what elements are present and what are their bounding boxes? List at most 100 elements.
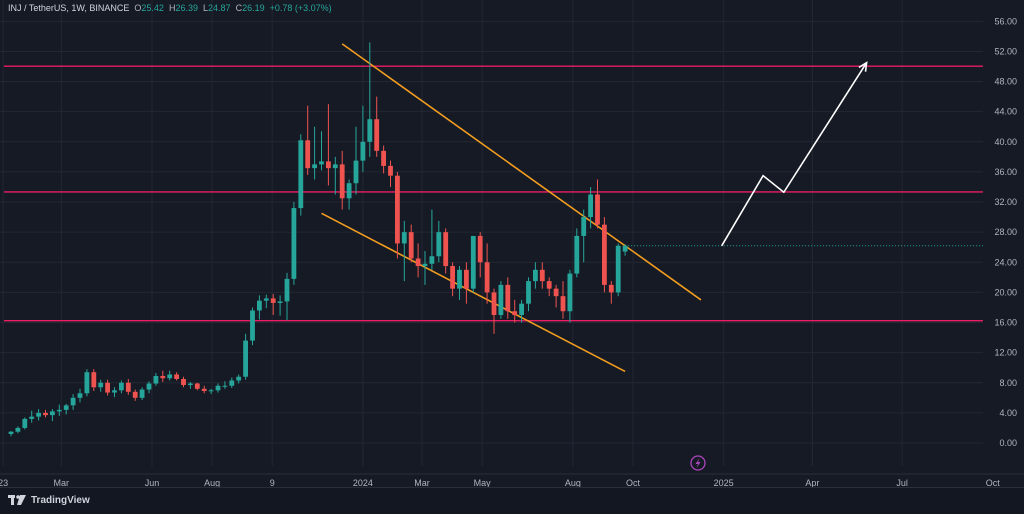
footer-bar: TradingView bbox=[0, 487, 1024, 514]
candle-body bbox=[346, 183, 352, 199]
candle-body bbox=[332, 164, 338, 169]
y-tick-label: 8.00 bbox=[999, 378, 1017, 388]
symbol-label[interactable]: INJ / TetherUS, 1W, BINANCE bbox=[8, 3, 130, 13]
candle-body bbox=[36, 412, 41, 417]
candle-body bbox=[595, 194, 600, 225]
tradingview-logo[interactable]: TradingView bbox=[8, 494, 90, 506]
candle-body bbox=[588, 194, 593, 218]
candle-body bbox=[574, 235, 580, 274]
candle-body bbox=[602, 224, 607, 285]
lightning-icon[interactable] bbox=[690, 455, 706, 471]
candle-body bbox=[533, 269, 538, 282]
candle-body bbox=[298, 140, 304, 209]
y-tick-label: 0.00 bbox=[999, 438, 1017, 448]
candle-body bbox=[539, 269, 545, 282]
x-tick-label: Aug bbox=[565, 478, 581, 488]
close-value: 26.19 bbox=[242, 3, 265, 13]
candle-body bbox=[277, 301, 283, 303]
candle-body bbox=[188, 383, 193, 386]
low-value: 24.87 bbox=[208, 3, 231, 13]
candle-body bbox=[160, 375, 166, 379]
candle-body bbox=[484, 262, 490, 293]
candle-body bbox=[215, 385, 221, 391]
candle-body bbox=[194, 383, 200, 389]
candle-body bbox=[70, 397, 76, 406]
low-label: L bbox=[203, 3, 209, 13]
candle-body bbox=[153, 375, 159, 384]
change-value: +0.78 (+3.07%) bbox=[269, 3, 332, 13]
candle-body bbox=[450, 266, 455, 289]
candle-body bbox=[139, 389, 145, 398]
open-value: 25.42 bbox=[141, 3, 164, 13]
open-label: O bbox=[134, 3, 142, 13]
projection-line bbox=[721, 62, 868, 247]
candle-body bbox=[284, 278, 290, 302]
y-tick-label: 16.00 bbox=[994, 318, 1017, 328]
candle-body bbox=[84, 372, 90, 394]
candle-body bbox=[222, 385, 228, 387]
candle-body bbox=[243, 340, 248, 377]
candle-body bbox=[257, 300, 262, 311]
x-tick-label: 2024 bbox=[353, 478, 373, 488]
y-tick-label: 24.00 bbox=[994, 257, 1017, 267]
y-tick-label: 36.00 bbox=[994, 167, 1017, 177]
candle-body bbox=[8, 431, 14, 434]
candle-body bbox=[422, 263, 428, 267]
x-tick-label: Apr bbox=[805, 478, 819, 488]
candle-body bbox=[477, 235, 483, 263]
candle-body bbox=[608, 284, 614, 293]
symbol-header: INJ / TetherUS, 1W, BINANCE O25.42 H26.3… bbox=[8, 3, 332, 13]
x-tick-label: Oct bbox=[986, 478, 1001, 488]
candle-body bbox=[374, 119, 380, 151]
candle-body bbox=[119, 382, 124, 391]
candle-body bbox=[263, 298, 269, 301]
candle-body bbox=[381, 150, 386, 166]
candle-body bbox=[367, 119, 373, 142]
x-tick-label: 9 bbox=[270, 478, 275, 488]
candle-body bbox=[401, 232, 407, 244]
candle-body bbox=[567, 273, 573, 312]
price-axis[interactable]: 56.00 52.00 48.00 44.00 40.00 36.00 32.00 28.00… bbox=[984, 0, 1024, 466]
y-tick-label: 40.00 bbox=[994, 137, 1017, 147]
price-axis-bg bbox=[984, 0, 1024, 466]
horizontal-levels: 50.0433.3416.2526.196d 17h bbox=[4, 60, 1020, 327]
x-tick-label: Mar bbox=[54, 478, 70, 488]
time-axis[interactable]: 23 Mar Jun Aug 9 2024 Mar May Aug Oct 2025 Apr Jul Oc… bbox=[0, 473, 1024, 488]
candle-body bbox=[56, 409, 62, 412]
candle-body bbox=[105, 382, 110, 393]
x-tick-label: Jul bbox=[896, 478, 908, 488]
candle-body bbox=[360, 141, 366, 161]
candle-body bbox=[560, 296, 566, 312]
candle-body bbox=[429, 256, 435, 264]
candle-body bbox=[615, 245, 621, 293]
candle-body bbox=[512, 311, 518, 315]
candle-body bbox=[319, 161, 324, 165]
candle-body bbox=[546, 281, 552, 289]
candle-body bbox=[464, 269, 469, 289]
candle-body bbox=[388, 165, 393, 176]
candle-body bbox=[470, 235, 476, 289]
candle-body bbox=[132, 391, 138, 398]
candle-body bbox=[29, 416, 35, 419]
candle-body bbox=[125, 382, 131, 392]
candle-body bbox=[326, 161, 331, 169]
x-tick-label: May bbox=[474, 478, 492, 488]
projection-path bbox=[721, 61, 868, 247]
candle-body bbox=[353, 160, 359, 184]
close-label: C bbox=[235, 3, 243, 13]
projection-arrowhead bbox=[858, 61, 868, 72]
candle-body bbox=[443, 232, 449, 267]
x-tick-label: Oct bbox=[626, 478, 641, 488]
high-label: H bbox=[168, 3, 176, 13]
tradingview-icon bbox=[8, 495, 26, 505]
y-tick-label: 32.00 bbox=[994, 197, 1017, 207]
high-value: 26.39 bbox=[175, 3, 198, 13]
candle-body bbox=[622, 245, 628, 252]
candle-body bbox=[208, 390, 214, 392]
y-tick-label: 20.00 bbox=[994, 287, 1017, 297]
candle-body bbox=[505, 284, 511, 312]
candle-body bbox=[15, 427, 21, 432]
candle-body bbox=[50, 411, 55, 416]
candle-body bbox=[339, 164, 345, 199]
